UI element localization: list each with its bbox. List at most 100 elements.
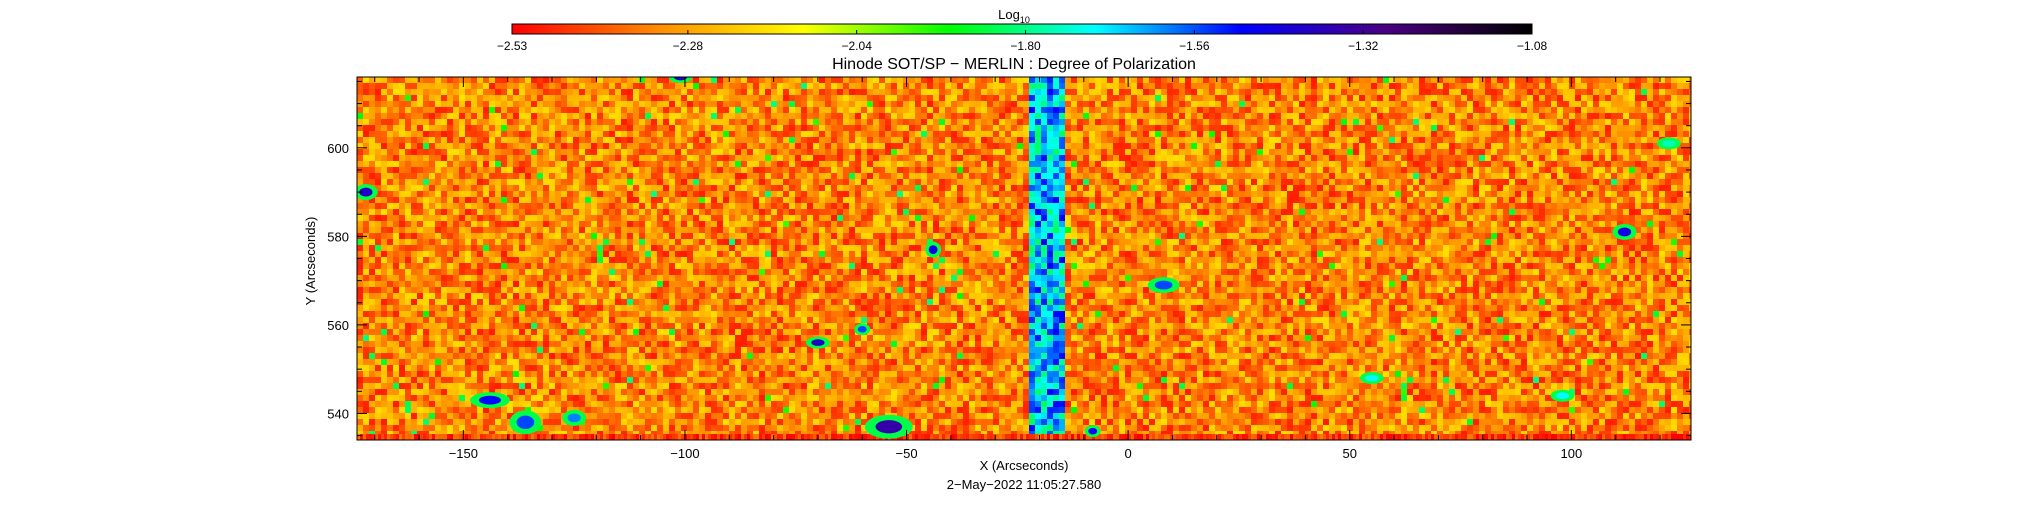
heatmap-cell (1359, 77, 1365, 83)
heatmap-cell (1425, 119, 1431, 125)
heatmap-cell (1599, 113, 1605, 119)
heatmap-cell (489, 125, 495, 131)
heatmap-cell (609, 131, 615, 137)
heatmap-cell (1293, 203, 1299, 209)
heatmap-cell (1377, 77, 1383, 83)
heatmap-cell (783, 77, 789, 83)
heatmap-cell (1557, 191, 1563, 197)
heatmap-cell (1107, 197, 1113, 203)
heatmap-cell (459, 125, 465, 131)
heatmap-cell (1413, 203, 1419, 209)
heatmap-cell (1599, 161, 1605, 167)
heatmap-cell (399, 185, 405, 191)
heatmap-cell (1233, 143, 1239, 149)
heatmap-cell (687, 113, 693, 119)
heatmap-cell (615, 167, 621, 173)
heatmap-cell (879, 107, 885, 113)
heatmap-cell (891, 167, 897, 173)
heatmap-cell (531, 125, 537, 131)
band-cell (1053, 83, 1059, 89)
heatmap-cell (909, 149, 915, 155)
heatmap-cell (453, 131, 459, 137)
heatmap-cell (861, 113, 867, 119)
heatmap-cell (597, 149, 603, 155)
heatmap-cell (1659, 113, 1665, 119)
heatmap-cell (1581, 179, 1587, 185)
heatmap-cell (885, 191, 891, 197)
heatmap-cell (1107, 191, 1113, 197)
heatmap-cell (1371, 119, 1377, 125)
heatmap-cell (1629, 131, 1635, 137)
heatmap-cell (939, 113, 945, 119)
heatmap-cell (957, 131, 963, 137)
heatmap-cell (693, 107, 699, 113)
heatmap-cell (1167, 95, 1173, 101)
heatmap-cell (1467, 137, 1473, 143)
heatmap-cell (531, 179, 537, 185)
heatmap-cell (873, 191, 879, 197)
heatmap-cell (555, 107, 561, 113)
heatmap-cell (531, 101, 537, 107)
heatmap-cell (441, 161, 447, 167)
heatmap-cell (1551, 137, 1557, 143)
heatmap-cell (1305, 83, 1311, 89)
heatmap-cell (375, 131, 381, 137)
heatmap-cell (933, 167, 939, 173)
heatmap-cell (393, 77, 399, 83)
heatmap-cell (597, 161, 603, 167)
heatmap-cell (1605, 155, 1611, 161)
heatmap-cell (717, 89, 723, 95)
heatmap-cell (393, 209, 399, 215)
heatmap-cell (1527, 173, 1533, 179)
heatmap-cell (777, 167, 783, 173)
heatmap-cell (981, 161, 987, 167)
heatmap-cell (771, 143, 777, 149)
heatmap-cell (369, 77, 375, 83)
heatmap-cell (1467, 83, 1473, 89)
heatmap-cell (993, 101, 999, 107)
heatmap-cell (1179, 101, 1185, 107)
heatmap-cell (1611, 137, 1617, 143)
heatmap-cell (747, 125, 753, 131)
heatmap-cell (1245, 155, 1251, 161)
heatmap-cell (945, 113, 951, 119)
heatmap-cell (489, 191, 495, 197)
heatmap-cell (1383, 137, 1389, 143)
heatmap-cell (1005, 185, 1011, 191)
heatmap-cell (1227, 161, 1233, 167)
heatmap-cell (1221, 155, 1227, 161)
heatmap-cell (585, 77, 591, 83)
heatmap-cell (1497, 89, 1503, 95)
heatmap-cell (567, 95, 573, 101)
colorbar-tick-label: −1.56 (1179, 39, 1210, 53)
heatmap-cell (1335, 167, 1341, 173)
heatmap-cell (513, 149, 519, 155)
heatmap-cell (909, 185, 915, 191)
heatmap-cell (1449, 203, 1455, 209)
heatmap-cell (1011, 197, 1017, 203)
heatmap-cell (357, 173, 363, 179)
heatmap-cell (1395, 137, 1401, 143)
heatmap-cell (603, 137, 609, 143)
heatmap-cell (999, 89, 1005, 95)
heatmap-cell (621, 125, 627, 131)
heatmap-cell (435, 179, 441, 185)
heatmap-cell (1263, 83, 1269, 89)
heatmap-cell (867, 191, 873, 197)
heatmap-cell (1683, 203, 1689, 209)
heatmap-cell (567, 107, 573, 113)
heatmap-cell (567, 185, 573, 191)
heatmap-cell (489, 167, 495, 173)
heatmap-cell (1545, 89, 1551, 95)
heatmap-cell (1647, 143, 1653, 149)
heatmap-cell (1113, 95, 1119, 101)
heatmap-cell (1293, 185, 1299, 191)
heatmap-cell (1161, 161, 1167, 167)
heatmap-cell (987, 131, 993, 137)
heatmap-cell (1407, 203, 1413, 209)
heatmap-cell (435, 101, 441, 107)
heatmap-cell (1569, 143, 1575, 149)
heatmap-cell (1341, 77, 1347, 83)
heatmap-cell (933, 191, 939, 197)
